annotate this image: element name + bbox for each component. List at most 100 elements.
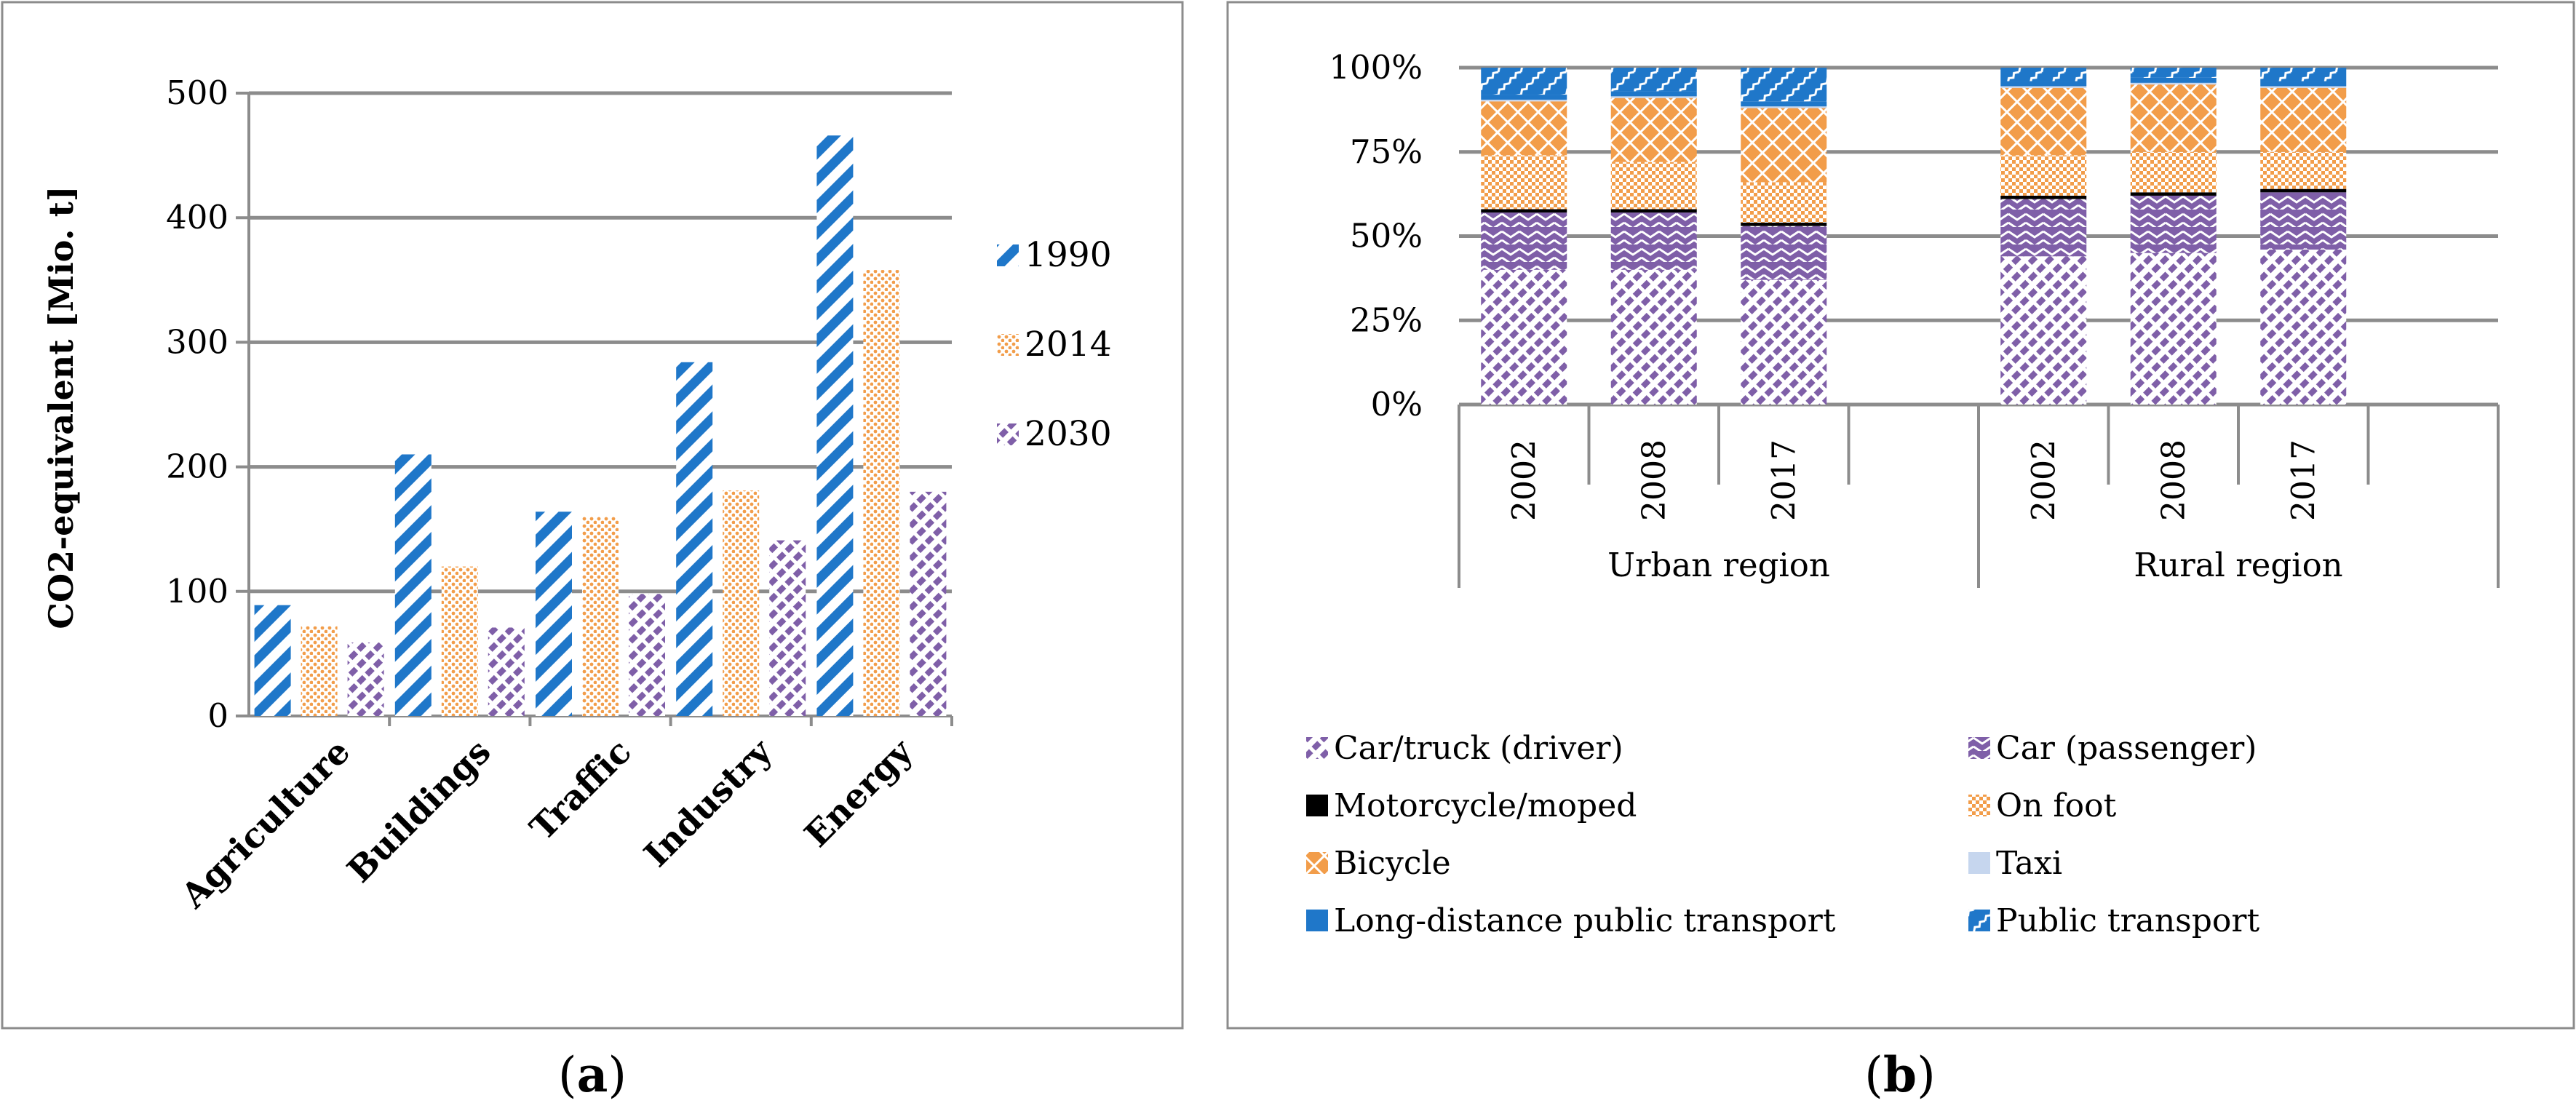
b-segment-rural-region-2017-bicycle [2260,87,2347,152]
b-y-tick-label: 75% [1350,132,1423,171]
b-segment-urban-region-2017-bicycle [1741,108,1827,183]
b-segment-urban-region-2002-bicycle [1481,101,1567,156]
a-bar-traffic-2030 [629,594,665,716]
b-segment-rural-region-2008-bicycle [2130,84,2217,152]
b-group-label-urban: Urban region [1607,546,1830,584]
b-segment-urban-region-2017-car-passenger [1741,226,1827,280]
a-y-tick-label: 400 [166,198,228,236]
b-legend-swatch-long-distance-public-transport [1306,910,1328,931]
a-bar-agriculture-2014 [301,626,338,716]
b-legend-swatch-bicycle [1306,852,1328,874]
b-segment-rural-region-2008-long-distance-public-transport [2130,77,2217,83]
b-segment-rural-region-2017-long-distance-public-transport [2260,81,2347,87]
b-segment-urban-region-2017-taxi [1741,106,1827,108]
b-segment-urban-region-2002-on-foot [1481,155,1567,210]
b-segment-urban-region-2008-public-transport [1610,68,1697,92]
b-legend-label-on-foot: On foot [1996,787,2117,824]
a-bar-buildings-1990 [394,454,432,716]
b-bars [1481,68,2347,405]
b-segment-urban-region-2002-taxi [1481,99,1567,102]
b-segment-urban-region-2008-long-distance-public-transport [1610,91,1697,97]
b-legend-label-car-passenger: Car (passenger) [1996,730,2257,767]
a-y-tick-label: 300 [166,322,228,361]
a-legend-label-2014: 2014 [1025,325,1112,365]
b-year-label-rural-region-2008: 2008 [2155,439,2193,521]
b-legend-swatch-car-passenger [1968,737,1990,759]
b-segment-urban-region-2017-motorcycle-moped [1741,222,1827,226]
b-segment-rural-region-2002-motorcycle-moped [2000,195,2087,199]
b-segment-rural-region-2017-taxi [2260,86,2347,88]
b-segment-rural-region-2008-taxi [2130,82,2217,85]
a-y-tick-labels: 0 100 200 300 400 500 [166,73,228,735]
chart-b-modal-split: 0% 25% 50% 75% 100% 2002 2008 2017 2002 2008 2017… [1306,48,2500,939]
a-y-tick-label: 200 [166,447,228,486]
b-segment-urban-region-2008-bicycle [1610,98,1697,162]
b-legend-label-car-truck-driver: Car/truck (driver) [1334,730,1623,767]
a-bar-traffic-2014 [582,517,619,716]
b-y-tick-labels: 0% 25% 50% 75% 100% [1329,48,1423,423]
a-bars [254,135,947,716]
b-segment-rural-region-2017-on-foot [2260,151,2347,189]
b-segment-urban-region-2008-car-truck-driver [1610,269,1697,405]
b-legend-swatch-car-truck-driver [1306,737,1328,759]
caption-a: (a) [558,1046,627,1103]
b-segment-rural-region-2008-public-transport [2130,68,2217,78]
b-y-tick-label: 50% [1350,217,1423,255]
b-group-label-rural: Rural region [2134,546,2342,584]
caption-b: (b) [1864,1046,1936,1103]
b-x-axis: 2002 2008 2017 2002 2008 2017 Urban region Rura… [1458,405,2500,588]
b-y-tick-label: 25% [1350,301,1423,339]
a-bar-buildings-2014 [441,566,478,716]
b-segment-urban-region-2002-long-distance-public-transport [1481,95,1567,100]
b-legend: Car/truck (driver) Car (passenger) Motorcy… [1306,730,2259,939]
b-segment-urban-region-2002-motorcycle-moped [1481,209,1567,213]
b-legend-swatch-taxi [1968,852,1990,874]
b-year-label-rural-region-2017: 2017 [2285,439,2322,521]
b-segment-rural-region-2002-car-truck-driver [2000,256,2087,405]
a-bar-energy-2030 [910,491,947,716]
a-bar-industry-2014 [723,490,760,716]
a-y-tick-label: 500 [166,73,228,112]
b-year-label-urban-region-2017: 2017 [1765,439,1802,521]
b-segment-rural-region-2002-taxi [2000,86,2087,88]
b-year-label-rural-region-2002: 2002 [2025,439,2062,521]
b-legend-label-public-transport: Public transport [1996,902,2259,939]
b-segment-urban-region-2017-public-transport [1741,68,1827,102]
b-segment-rural-region-2002-public-transport [2000,68,2087,81]
b-y-tick-label: 100% [1329,48,1423,87]
b-legend-label-long-distance-public-transport: Long-distance public transport [1334,902,1836,939]
a-bar-agriculture-2030 [347,642,384,716]
b-legend-swatch-motorcycle-moped [1306,795,1328,816]
b-segment-urban-region-2002-car-passenger [1481,212,1567,270]
b-segment-rural-region-2002-car-passenger [2000,199,2087,257]
a-bar-industry-2030 [769,540,806,716]
b-segment-rural-region-2017-motorcycle-moped [2260,188,2347,193]
a-bar-energy-2014 [863,270,900,716]
a-y-axis-label: CO2-equivalent [Mio. t] [41,186,81,629]
a-legend-swatch-2030 [997,423,1019,445]
a-bar-buildings-2030 [488,627,525,716]
a-legend: 1990 2014 2030 [997,235,1112,454]
a-y-tick-label: 100 [166,572,228,610]
a-y-tick-label: 0 [207,696,228,735]
b-legend-label-bicycle: Bicycle [1334,845,1451,882]
b-legend-swatch-on-foot [1968,795,1990,816]
b-segment-rural-region-2002-bicycle [2000,87,2087,156]
b-segment-urban-region-2017-on-foot [1741,182,1827,223]
a-bar-industry-1990 [676,362,713,716]
b-segment-urban-region-2008-on-foot [1610,162,1697,210]
panel-b-frame [1226,1,2575,1030]
b-segment-rural-region-2002-on-foot [2000,155,2087,196]
b-y-tick-label: 0% [1371,385,1423,423]
b-segment-rural-region-2017-car-passenger [2260,192,2347,250]
b-segment-urban-region-2008-taxi [1610,96,1697,98]
a-legend-label-2030: 2030 [1025,414,1112,454]
a-legend-swatch-2014 [997,334,1019,356]
b-segment-urban-region-2002-car-truck-driver [1481,269,1567,405]
b-year-label-urban-region-2002: 2002 [1506,439,1543,521]
b-segment-urban-region-2002-public-transport [1481,68,1567,95]
a-bar-traffic-1990 [536,512,572,716]
b-segment-rural-region-2008-on-foot [2130,151,2217,193]
b-legend-label-motorcycle-moped: Motorcycle/moped [1334,787,1637,824]
